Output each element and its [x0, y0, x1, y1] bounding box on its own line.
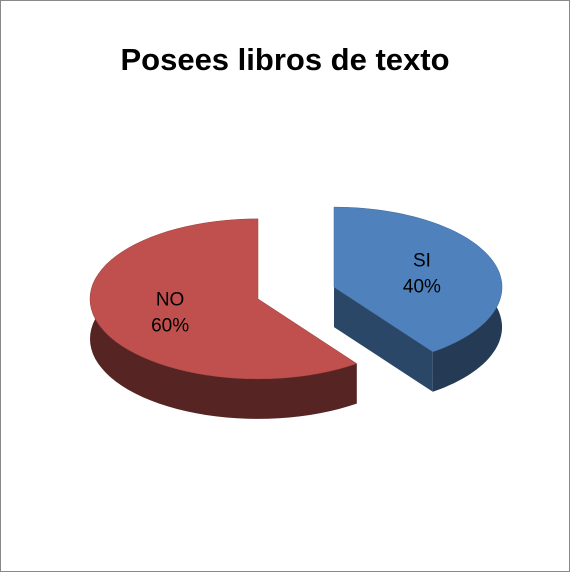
- category-label: SI: [413, 251, 431, 272]
- slice: [89, 218, 358, 380]
- category-label: NO: [156, 289, 185, 310]
- slice: [333, 206, 503, 353]
- chart-title: Posees libros de texto: [120, 42, 449, 77]
- value-label: 40%: [403, 277, 441, 298]
- slice-cut-face: [334, 287, 433, 392]
- value-label: 60%: [151, 315, 189, 336]
